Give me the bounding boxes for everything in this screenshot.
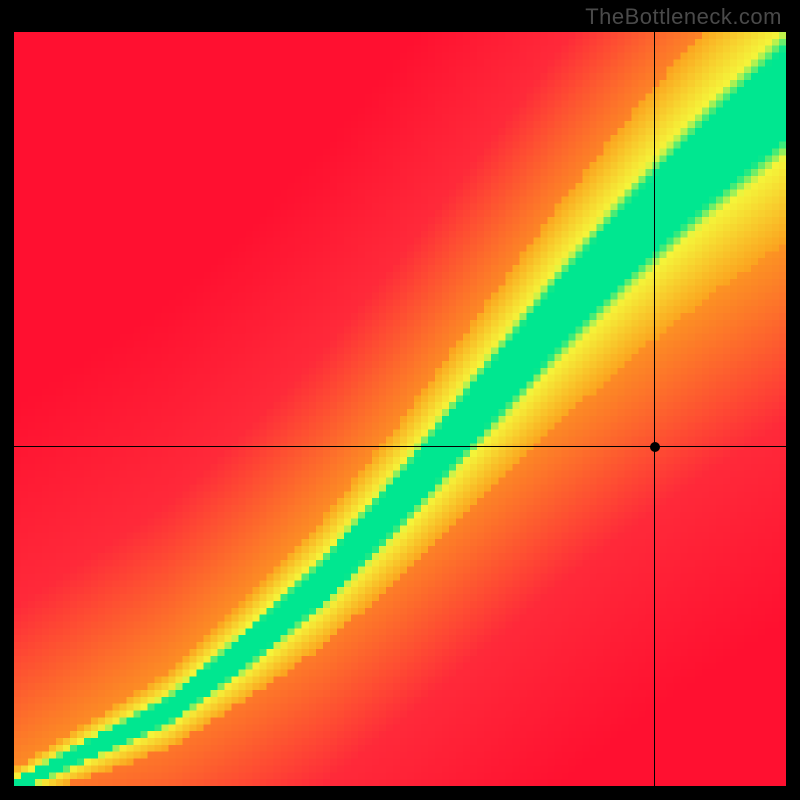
chart-container: TheBottleneck.com [0, 0, 800, 800]
crosshair-horizontal [14, 446, 786, 447]
bottleneck-heatmap [14, 32, 786, 786]
crosshair-marker [650, 442, 660, 452]
crosshair-vertical [654, 32, 655, 786]
watermark-text: TheBottleneck.com [585, 4, 782, 30]
